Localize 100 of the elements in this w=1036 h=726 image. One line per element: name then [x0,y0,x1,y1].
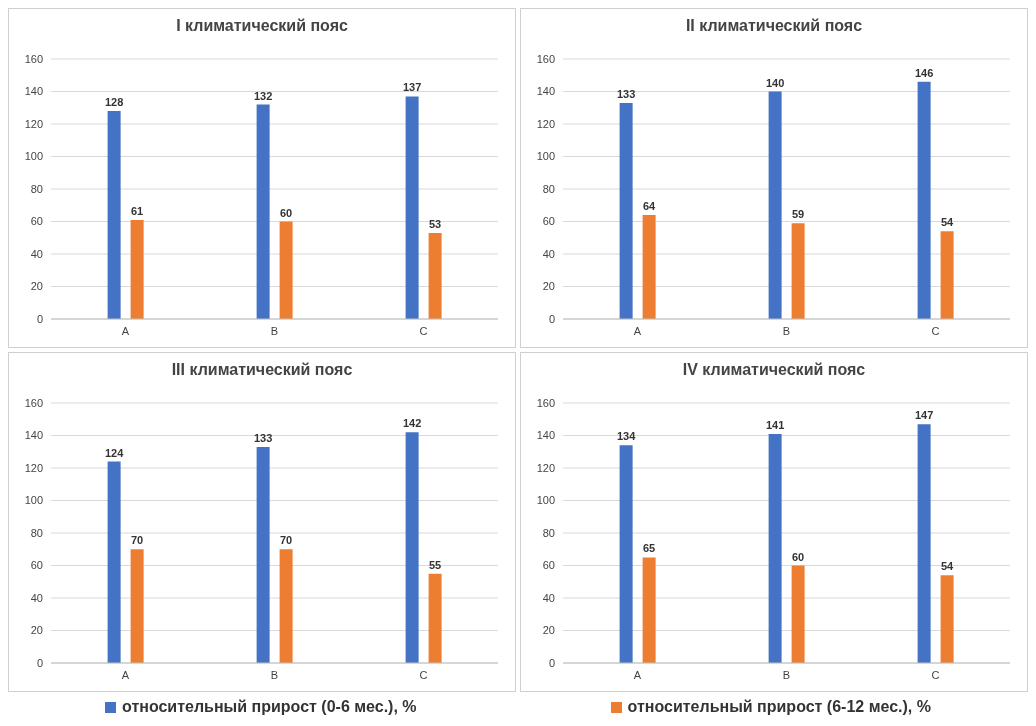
bar [642,215,656,319]
y-tick-label: 0 [548,656,555,669]
chart-title: III климатический пояс [170,360,354,380]
data-label: 134 [616,430,637,443]
y-tick-label: 40 [30,247,43,260]
y-tick-label: 20 [542,280,555,293]
bar [619,445,633,663]
legend-label: относительный прирост (0-6 мес.), % [122,698,417,716]
data-label: 141 [765,418,785,431]
y-tick-label: 80 [30,526,43,539]
bar [405,432,419,663]
x-tick-label: C [419,324,428,337]
bar [107,111,121,319]
x-tick-label: A [121,324,130,337]
bar [428,232,442,319]
y-tick-label: 40 [30,591,43,604]
y-tick-label: 140 [536,429,555,442]
bar [428,573,442,663]
data-label: 64 [642,200,657,212]
x-tick-label: C [931,324,940,337]
bar [130,219,144,319]
y-tick-label: 120 [24,117,43,130]
chart-title: IV климатический пояс [681,360,867,380]
data-label: 61 [130,204,144,217]
chart-title: I климатический пояс [175,16,349,36]
y-tick-label: 60 [30,215,43,228]
y-tick-label: 140 [24,429,43,442]
y-tick-label: 120 [536,461,555,474]
data-label: 70 [130,534,144,547]
y-tick-label: 140 [24,85,43,98]
bar [917,81,931,319]
y-tick-label: 20 [30,280,43,293]
y-tick-label: 80 [542,526,555,539]
x-tick-label: A [121,668,130,681]
data-label: 54 [940,216,955,229]
data-label: 59 [791,208,805,221]
y-tick-label: 160 [536,396,555,409]
y-tick-label: 160 [24,396,43,409]
x-tick-label: B [270,668,279,681]
y-tick-label: 140 [536,85,555,98]
bar [130,549,144,663]
bar [256,446,270,663]
bar [917,424,931,663]
y-tick-label: 60 [30,559,43,572]
bar [279,549,293,663]
bar [642,557,656,663]
x-tick-label: B [782,324,791,337]
legend-label: относительный прирост (6-12 мес.), % [627,698,931,716]
bar [768,433,782,663]
bar [940,575,954,663]
y-tick-label: 160 [536,52,555,65]
y-tick-label: 100 [536,150,555,163]
y-tick-label: 80 [542,182,555,195]
bar [279,221,293,319]
x-tick-label: C [419,668,428,681]
data-label: 142 [402,417,422,430]
chart-title: II климатический пояс [684,16,864,36]
data-label: 147 [914,409,934,422]
data-label: 140 [765,76,785,89]
x-tick-label: B [782,668,791,681]
x-tick-label: C [931,668,940,681]
y-tick-label: 20 [542,624,555,637]
data-label: 133 [253,431,273,444]
bar [940,231,954,319]
data-label: 124 [104,446,125,459]
bar [256,104,270,319]
y-tick-label: 40 [542,591,555,604]
x-tick-label: A [633,324,642,337]
data-label: 65 [642,542,656,555]
bar [619,102,633,319]
y-tick-label: 60 [542,559,555,572]
y-tick-label: 0 [36,656,43,669]
y-tick-label: 160 [24,52,43,65]
data-label: 54 [940,560,955,573]
y-tick-label: 100 [24,150,43,163]
data-label: 132 [253,89,273,102]
y-tick-label: 60 [542,215,555,228]
data-label: 128 [104,96,124,108]
bar [107,461,121,663]
data-label: 55 [428,558,442,571]
bar [791,223,805,319]
bar [791,565,805,663]
data-label: 60 [279,206,293,219]
data-label: 53 [428,217,442,230]
x-tick-label: B [270,324,279,337]
x-tick-label: A [633,668,642,681]
y-tick-label: 100 [24,494,43,507]
data-label: 60 [791,550,805,563]
data-label: 146 [914,66,934,79]
bar [405,96,419,319]
bar [768,91,782,319]
y-tick-label: 0 [548,312,555,325]
y-tick-label: 120 [536,117,555,130]
y-tick-label: 120 [24,461,43,474]
y-tick-label: 100 [536,494,555,507]
y-tick-label: 40 [542,247,555,260]
y-tick-label: 80 [30,182,43,195]
data-label: 133 [616,87,636,100]
data-label: 137 [402,81,422,94]
data-label: 70 [279,534,293,547]
